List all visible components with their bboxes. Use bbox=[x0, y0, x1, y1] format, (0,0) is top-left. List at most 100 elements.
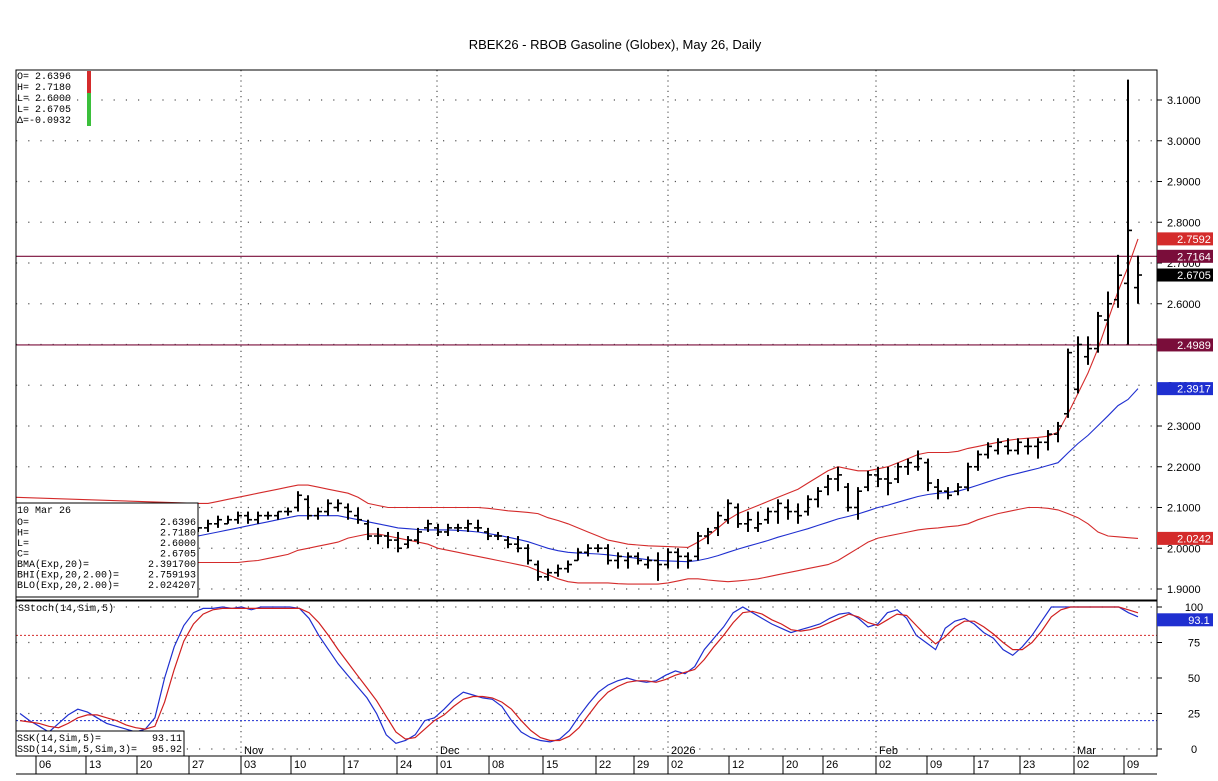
ohlc-bar bbox=[714, 511, 722, 537]
ohlc-bar bbox=[814, 487, 822, 508]
ohlc-bar bbox=[624, 552, 632, 569]
stoch-value-label: 93.1 bbox=[1157, 613, 1213, 627]
ohlc-bar bbox=[404, 536, 412, 549]
ohlc-bar bbox=[1124, 79, 1132, 345]
stoch-readout-value: 93.11 bbox=[152, 734, 182, 745]
ohlc-bar bbox=[264, 511, 272, 520]
day-label: 02 bbox=[1077, 759, 1089, 771]
info-box-label: BHI(Exp,20,2.00)= bbox=[17, 570, 119, 582]
ohlc-bar bbox=[734, 503, 742, 528]
ohlc-bar bbox=[374, 527, 382, 545]
ohlc-bar bbox=[634, 552, 642, 565]
price-value-label-text: 2.7592 bbox=[1177, 234, 1211, 246]
ohlc-bar bbox=[414, 527, 422, 545]
info-box-value: 2.7180 bbox=[160, 529, 196, 540]
ohlc-bar bbox=[364, 519, 372, 541]
ohlc-bar bbox=[854, 487, 862, 520]
ohlc-bar bbox=[864, 470, 872, 492]
day-label: 29 bbox=[637, 759, 649, 771]
ohlc-bar bbox=[1084, 336, 1092, 365]
ohlc-bar bbox=[1044, 430, 1052, 451]
ohlc-bar bbox=[794, 503, 802, 524]
day-label: 06 bbox=[39, 759, 51, 771]
ohlc-bar bbox=[844, 483, 852, 512]
day-label: 20 bbox=[140, 759, 152, 771]
ohlc-bar bbox=[744, 511, 752, 532]
day-label: 27 bbox=[192, 759, 204, 771]
stoch-value-label-bg bbox=[1157, 613, 1213, 627]
ohlc-bar bbox=[664, 548, 672, 569]
ohlc-bar bbox=[494, 531, 502, 541]
ohlc-bar bbox=[944, 487, 952, 500]
stoch-value-label-text: 93.1 bbox=[1188, 615, 1209, 627]
ohlc-bar bbox=[784, 499, 792, 520]
ohlc-bar bbox=[234, 511, 242, 524]
month-label: Feb bbox=[879, 745, 898, 757]
month-label: Mar bbox=[1077, 745, 1096, 757]
ohlc-readout-swatch bbox=[87, 115, 91, 126]
ohlc-bar bbox=[254, 511, 262, 524]
price-value-label: 2.7164 bbox=[1157, 249, 1213, 263]
info-box-value: 2.024207 bbox=[148, 581, 196, 592]
day-label: 12 bbox=[732, 759, 744, 771]
price-value-label-text: 2.3917 bbox=[1177, 384, 1211, 396]
ohlc-bar bbox=[1034, 438, 1042, 459]
day-label: 09 bbox=[1127, 759, 1139, 771]
ohlc-bar bbox=[344, 503, 352, 520]
price-value-label-bg bbox=[1157, 249, 1213, 263]
ohlc-bar bbox=[824, 474, 832, 496]
ohlc-bar bbox=[674, 548, 682, 569]
day-label: 17 bbox=[347, 759, 359, 771]
stoch-readout-box bbox=[15, 730, 185, 757]
ohlc-bar bbox=[1134, 255, 1142, 304]
ohlc-bar bbox=[654, 552, 662, 581]
ohlc-readout-line: H= 2.7180 bbox=[17, 83, 71, 94]
ohlc-bar bbox=[1094, 311, 1102, 353]
info-box-value: 2.6396 bbox=[160, 518, 196, 529]
ohlc-bar bbox=[204, 519, 212, 532]
ohlc-bar bbox=[434, 523, 442, 537]
day-label: 01 bbox=[440, 759, 452, 771]
ohlc-bar bbox=[304, 495, 312, 520]
ohlc-bar bbox=[994, 438, 1002, 455]
month-label: Dec bbox=[440, 745, 460, 757]
price-value-label-bg bbox=[1157, 338, 1213, 352]
ohlc-bar bbox=[354, 507, 362, 524]
ohlc-readout-line: L= 2.6000 bbox=[17, 94, 71, 105]
ohlc-bar bbox=[874, 466, 882, 488]
price-tick-label: 2.6000 bbox=[1167, 299, 1201, 311]
upper-band-line bbox=[198, 238, 1139, 548]
stoch-k-line bbox=[19, 606, 1139, 744]
price-tick-label: 1.9000 bbox=[1167, 584, 1201, 596]
info-box bbox=[15, 502, 199, 598]
info-box-label: O= bbox=[17, 518, 29, 529]
stoch-title: SStoch(14,Sim,5) bbox=[18, 603, 114, 615]
ohlc-bar bbox=[334, 499, 342, 512]
price-tick-label: 3.1000 bbox=[1167, 95, 1201, 107]
ohlc-bar bbox=[1004, 438, 1012, 455]
stoch-tick-label: 100 bbox=[1185, 602, 1203, 614]
ohlc-bar bbox=[314, 507, 322, 520]
stochastic-panel bbox=[16, 606, 1157, 744]
price-value-label-text: 2.7164 bbox=[1177, 251, 1211, 263]
price-value-label-bg bbox=[1157, 268, 1213, 282]
price-tick-label: 2.2000 bbox=[1167, 462, 1201, 474]
ohlc-bar bbox=[424, 519, 432, 532]
info-box-value: 2.391700 bbox=[148, 560, 196, 571]
ohlc-bar bbox=[804, 495, 812, 516]
ohlc-bar bbox=[584, 544, 592, 557]
ohlc-bar bbox=[444, 523, 452, 537]
stoch-tick-label: 25 bbox=[1188, 709, 1200, 721]
ohlc-bar bbox=[1064, 348, 1072, 418]
price-value-label: 2.3917 bbox=[1157, 382, 1213, 396]
ohlc-bar bbox=[594, 544, 602, 553]
grid bbox=[16, 70, 1157, 756]
ohlc-bar bbox=[214, 515, 222, 528]
day-label: 10 bbox=[294, 759, 306, 771]
ohlc-bar bbox=[774, 499, 782, 524]
ohlc-bar bbox=[694, 531, 702, 561]
ohlc-bar bbox=[484, 527, 492, 541]
day-label: 13 bbox=[89, 759, 101, 771]
day-label: 03 bbox=[244, 759, 256, 771]
